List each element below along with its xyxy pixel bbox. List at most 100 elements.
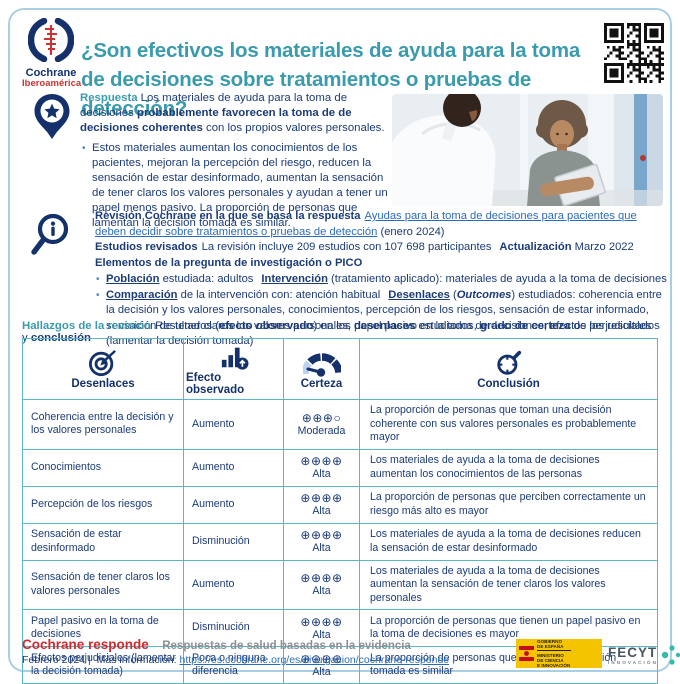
- gobierno-espana-logo: GOBIERNO DE ESPAÑA MINISTERIO DE CIENCIA…: [516, 639, 602, 668]
- certeza-nivel: Alta: [312, 585, 331, 598]
- fecyt-logo: FECYT INNOVACIÓN: [608, 641, 680, 669]
- footer-info-label: Más información:: [96, 654, 177, 666]
- table-row: Sensación de tener claros los valores pe…: [23, 559, 657, 609]
- results-table: Desenlaces Efecto observado: [22, 338, 658, 684]
- cell-desenlace: Conocimientos: [31, 460, 102, 473]
- qr-code: [604, 23, 664, 83]
- certeza-nivel: Alta: [312, 665, 331, 678]
- certeza-nivel: Alta: [312, 468, 331, 480]
- cell-desenlace: Papel pasivo en la toma de decisiones: [31, 614, 159, 641]
- table-row: Sensación de estar desinformado Disminuci…: [23, 522, 657, 560]
- footer-info-line: Febrero 2024 | Más información: https://…: [22, 654, 449, 666]
- pico-term: Población: [106, 273, 160, 285]
- studies-line: Estudios revisados La revisión incluye 20…: [95, 240, 667, 256]
- cell-desenlace: Percepción de los riesgos: [31, 497, 153, 510]
- table-row: Conocimientos Aumento ⊕⊕⊕⊕ Alta Los material…: [23, 448, 657, 486]
- header-efecto-observado: Efecto observado: [183, 339, 283, 399]
- cell-efecto: Aumento: [183, 486, 283, 523]
- ministerio-line: DE CIENCIA: [537, 658, 564, 664]
- cell-efecto: Disminución: [183, 523, 283, 560]
- review-link[interactable]: Ayudas para la toma de decisiones para p…: [95, 210, 637, 238]
- update-label: Actualización: [499, 241, 572, 253]
- certeza-simbolos: ⊕⊕⊕⊕: [300, 571, 343, 586]
- findings-text: estudiados,: [415, 320, 480, 332]
- findings-text-bold: efecto observado: [219, 320, 314, 332]
- findings-text-bold: desenlaces: [353, 320, 416, 332]
- info-magnifier-icon: [31, 213, 69, 255]
- findings-text-bold: grado de certeza: [479, 320, 571, 332]
- answer-section: Respuesta Los materiales de ayuda para la…: [80, 91, 396, 231]
- studies-label: Estudios revisados: [95, 241, 198, 253]
- ministerio-line: E INNOVACIÓN: [537, 663, 571, 669]
- answer-text: Los materiales de ayuda para la toma de …: [80, 92, 348, 119]
- divider: [537, 650, 571, 652]
- spain-flag-crest-icon: [519, 646, 534, 661]
- footer-link[interactable]: https://es.cochrane.org/es/divulgacion/c…: [179, 654, 450, 666]
- gobierno-line: GOBIERNO: [537, 638, 563, 644]
- footer-tagline: Respuestas de salud basadas en la eviden…: [162, 640, 411, 652]
- doctor-patient-photo: [392, 94, 663, 206]
- footer-brand-line: Cochrane responde Respuestas de salud ba…: [22, 636, 411, 654]
- certeza-nivel: Alta: [312, 542, 331, 554]
- cell-desenlace: Sensación de estar desinformado: [31, 528, 122, 554]
- pico-term: Desenlaces: [388, 288, 450, 301]
- review-source-line: Revisión Cochrane en la que se basa la r…: [95, 209, 667, 240]
- table-row: Coherencia entre la decisión y los valor…: [23, 399, 657, 449]
- findings-text: Resultados (: [155, 320, 220, 332]
- pico-list: Población estudiada: adultos Intervención…: [95, 272, 667, 350]
- ministerio-line: MINISTERIO: [537, 652, 564, 658]
- answer-bullet: Estos materiales aumentan los conocimien…: [80, 141, 396, 231]
- pico-term: Intervención: [261, 273, 328, 285]
- pico-text: ) estudiados: coherencia entre la decisi…: [106, 288, 662, 348]
- logo-region: Iberoamérica: [22, 78, 82, 89]
- pico-text: (: [449, 288, 457, 301]
- cell-certeza: ⊕⊕⊕⊕ Alta: [283, 523, 359, 560]
- findings-heading: Hallazgos de la revisión Resultados (efec…: [22, 320, 664, 344]
- answer-paragraph: Respuesta Los materiales de ayuda para la…: [80, 91, 396, 136]
- table-row: Papel pasivo en la toma de decisiones Dis…: [23, 609, 657, 646]
- cell-efecto: Aumento: [183, 560, 283, 609]
- footer-brand: Cochrane responde: [22, 637, 149, 652]
- gobierno-line: DE ESPAÑA: [537, 643, 564, 649]
- cochrane-logo: Cochrane Iberoamérica: [22, 17, 82, 89]
- cell-efecto: Aumento: [183, 449, 283, 486]
- cell-certeza: ⊕⊕⊕⊕ Alta: [283, 560, 359, 609]
- logo-name: Cochrane: [25, 67, 77, 79]
- cell-desenlace: Coherencia entre la decisión y los valor…: [31, 410, 174, 437]
- header-certeza: Certeza: [283, 339, 359, 399]
- fecyt-subtitle: INNOVACIÓN: [608, 659, 659, 665]
- cell-conclusion: Los materiales de ayuda a la toma de dec…: [359, 560, 657, 609]
- certeza-simbolos: ⊕⊕⊕⊕: [300, 651, 343, 666]
- pico-outcomes-term: Outcomes: [456, 288, 512, 301]
- cell-desenlace: Sensación de tener claros los valores pe…: [31, 571, 170, 597]
- star-pin-icon: [34, 94, 70, 139]
- pico-text: (tratamiento aplicado): materiales de ay…: [327, 273, 667, 285]
- cell-efecto: Disminución: [183, 610, 283, 646]
- table-header-row: Desenlaces Efecto observado: [23, 339, 657, 399]
- cell-conclusion: La proporción de personas que perciben c…: [359, 486, 657, 523]
- cell-conclusion: La proporción de personas que tienen un …: [359, 610, 657, 646]
- certeza-nivel: Moderada: [297, 424, 346, 437]
- pico-term: Comparación: [106, 288, 178, 301]
- cell-desenlace: Efectos perjudiciales (lamentar la decis…: [31, 651, 176, 678]
- fecyt-name: FECYT: [608, 644, 658, 660]
- certeza-nivel: Alta: [312, 628, 331, 641]
- answer-text: con los propios valores personales.: [202, 122, 385, 134]
- certeza-nivel: Alta: [312, 505, 331, 517]
- pico-text: estudiada: adultos: [159, 273, 254, 285]
- cell-conclusion: Los materiales de ayuda a la toma de dec…: [359, 523, 657, 560]
- pico-heading: Elementos de la pregunta de investigació…: [95, 256, 363, 269]
- certeza-simbolos: ⊕⊕⊕⊕: [300, 491, 343, 505]
- answer-text-bold: probablemente favorecen la toma de de de…: [80, 107, 352, 134]
- pico-item-population-intervention: Población estudiada: adultos Intervención…: [95, 272, 667, 288]
- findings-text: ) en los: [313, 320, 354, 332]
- update-value: Marzo 2022: [574, 241, 634, 253]
- cell-conclusion: Los materiales de ayuda a la toma de dec…: [359, 449, 657, 486]
- target-icon: [88, 349, 116, 377]
- review-section: Revisión Cochrane en la que se basa la r…: [95, 209, 667, 350]
- certeza-simbolos: ⊕⊕⊕⊕: [300, 454, 343, 468]
- gobierno-text: GOBIERNO DE ESPAÑA MINISTERIO DE CIENCIA…: [537, 639, 571, 669]
- gauge-icon: [302, 352, 341, 377]
- pico-item-comparison-outcomes: Comparación de la intervención con: aten…: [95, 288, 667, 350]
